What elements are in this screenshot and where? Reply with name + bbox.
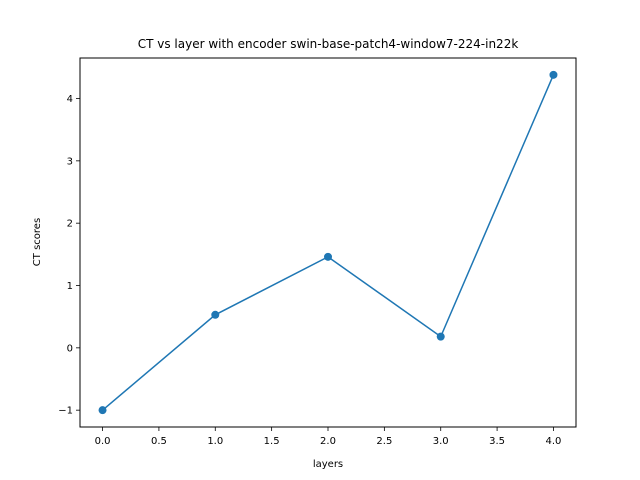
y-tick-label: 4 bbox=[67, 94, 73, 105]
y-tick-label: 1 bbox=[67, 281, 73, 292]
x-tick-label: 4.0 bbox=[546, 436, 562, 447]
y-axis-ticks: −1 0 1 2 3 4 bbox=[58, 94, 80, 417]
x-tick-label: 2.0 bbox=[320, 436, 336, 447]
y-axis-label: CT scores bbox=[32, 218, 43, 266]
x-axis-ticks: 0.0 0.5 1.0 1.5 2.0 2.5 3.0 3.5 4.0 bbox=[95, 427, 562, 447]
y-tick-label: −1 bbox=[58, 406, 73, 417]
data-point bbox=[436, 332, 445, 341]
x-axis-label: layers bbox=[313, 459, 343, 470]
x-tick-label: 0.5 bbox=[151, 436, 167, 447]
y-tick-label: 3 bbox=[67, 156, 73, 167]
data-point bbox=[549, 70, 558, 79]
x-tick-label: 1.5 bbox=[264, 436, 280, 447]
x-tick-label: 3.5 bbox=[489, 436, 505, 447]
y-tick-label: 2 bbox=[67, 219, 73, 230]
data-point bbox=[324, 252, 332, 261]
series-layer bbox=[98, 70, 558, 415]
plot-frame bbox=[79, 57, 577, 428]
x-tick-label: 3.0 bbox=[433, 436, 449, 447]
x-tick-label: 1.0 bbox=[207, 436, 223, 447]
data-point bbox=[211, 310, 220, 319]
data-point bbox=[98, 406, 107, 415]
x-tick-label: 0.0 bbox=[95, 436, 111, 447]
x-tick-label: 2.5 bbox=[376, 436, 392, 447]
chart-title: CT vs layer with encoder swin-base-patch… bbox=[138, 37, 519, 51]
y-tick-label: 0 bbox=[67, 343, 73, 354]
